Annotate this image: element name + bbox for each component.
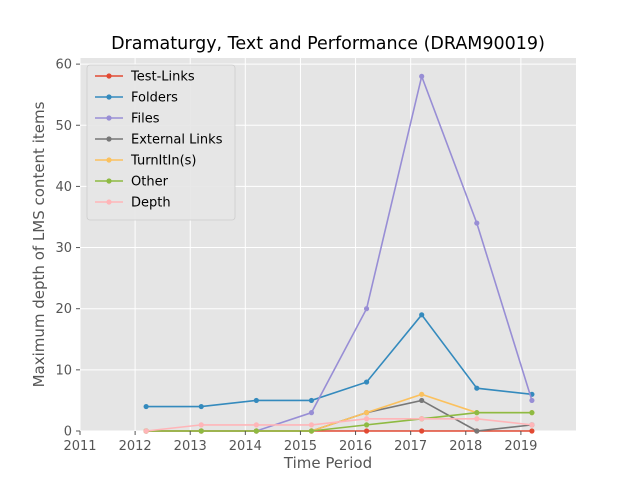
legend-label: Test-Links (130, 70, 195, 85)
axis-ticks: 2011 2012 2013 2014 2015 2016 2017 2018 2019 0 10 2… (55, 58, 537, 454)
x-tick-label: 2016 (339, 439, 372, 454)
data-point-other (529, 410, 535, 416)
data-point-folders (253, 397, 259, 404)
x-tick-label: 2018 (449, 439, 482, 454)
data-point-folders (363, 379, 370, 385)
legend-marker (106, 178, 112, 184)
data-point-files (529, 397, 535, 404)
y-tick-label: 10 (55, 363, 72, 378)
x-axis-label: Time Period (283, 454, 372, 472)
series-layer (143, 73, 535, 434)
chart-title: Dramaturgy, Text and Performance (DRAM90… (111, 34, 545, 54)
data-point-depth (143, 428, 149, 434)
series-depth (143, 416, 535, 434)
legend-item-external-links: External Links (95, 133, 223, 148)
data-point-files (308, 410, 315, 416)
legend-item-turnitin-s: TurnItIn(s) (95, 154, 196, 169)
legend-marker (106, 157, 112, 163)
x-tick-label: 2013 (174, 439, 207, 454)
data-point-folders (308, 397, 315, 404)
legend-item-depth: Depth (95, 196, 171, 211)
x-tick-label: 2017 (394, 439, 427, 454)
legend-item-test-links: Test-Links (95, 70, 195, 85)
series-line-folders (146, 313, 532, 408)
data-point-other (253, 428, 259, 434)
data-point-folders (143, 403, 149, 410)
legend-marker (106, 136, 112, 142)
legend-label: Folders (131, 91, 178, 106)
data-point-other (198, 428, 204, 434)
x-tick-label: 2011 (63, 439, 96, 454)
data-point-folders (474, 385, 480, 391)
x-tick-label: 2019 (504, 439, 537, 454)
legend-label: Files (131, 112, 160, 127)
legend-marker (106, 199, 112, 205)
legend-label: TurnItIn(s) (130, 154, 196, 169)
data-point-depth (253, 422, 259, 428)
data-point-depth (474, 416, 480, 422)
legend-label: External Links (131, 133, 223, 148)
data-point-other (474, 410, 480, 416)
y-tick-label: 40 (55, 180, 72, 195)
legend-marker (106, 94, 112, 100)
x-tick-label: 2012 (119, 439, 152, 454)
x-tick-label: 2014 (229, 439, 262, 454)
data-point-depth (529, 422, 535, 428)
data-point-folders (419, 312, 425, 318)
legend-box (86, 64, 236, 221)
series-line-other (146, 411, 532, 432)
legend-marker (106, 73, 112, 79)
legend: Test-Links Folders Files External Links Turn… (86, 64, 236, 221)
data-point-test-links (363, 428, 370, 434)
y-tick-label: 20 (55, 302, 72, 317)
legend-item-folders: Folders (95, 91, 178, 106)
data-point-depth (419, 416, 425, 422)
data-point-depth (363, 416, 370, 422)
legend-marker (106, 115, 112, 121)
y-axis-label: Maximum depth of LMS content items (30, 101, 48, 387)
legend-label: Depth (131, 196, 171, 211)
legend-item-other: Other (95, 175, 169, 190)
y-tick-label: 50 (55, 119, 72, 134)
x-tick-label: 2015 (284, 439, 317, 454)
series-line-depth (146, 417, 532, 432)
y-tick-label: 0 (64, 425, 72, 440)
data-point-test-links (419, 428, 425, 434)
data-point-folders (198, 403, 204, 410)
y-tick-label: 60 (55, 58, 72, 73)
y-tick-label: 30 (55, 241, 72, 256)
series-folders (143, 312, 535, 410)
legend-label: Other (131, 175, 169, 190)
data-point-external-links (474, 428, 480, 434)
data-point-depth (198, 422, 204, 428)
legend-item-files: Files (95, 112, 160, 127)
data-point-turnitin-s (419, 391, 425, 397)
data-point-turnitin-s (363, 410, 370, 416)
data-point-files (363, 306, 370, 312)
data-point-depth (308, 422, 315, 428)
data-point-test-links (529, 428, 535, 434)
data-point-files (474, 220, 480, 226)
data-point-other (308, 428, 315, 434)
data-point-external-links (419, 397, 425, 404)
data-point-files (419, 73, 425, 79)
data-point-other (363, 422, 370, 428)
